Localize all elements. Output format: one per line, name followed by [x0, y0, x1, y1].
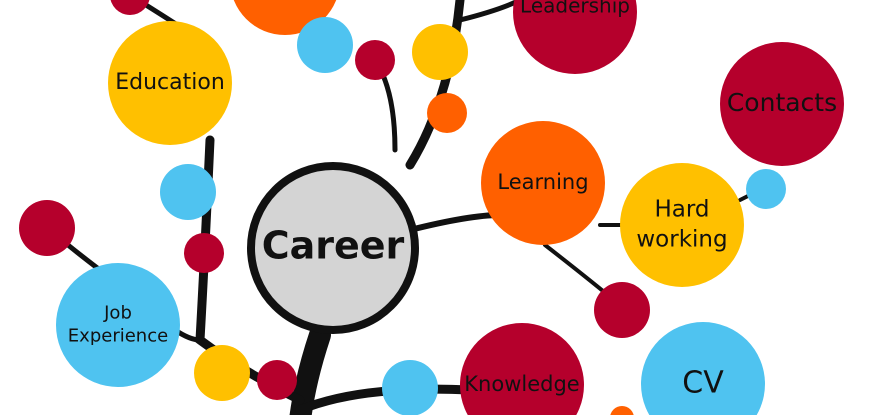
dot: [110, 0, 150, 15]
node-circle: [620, 163, 744, 287]
dot: [355, 40, 395, 80]
node-label: Hard: [654, 197, 709, 223]
node-label: working: [636, 226, 727, 252]
node-label: Contacts: [727, 88, 837, 117]
node-label: Knowledge: [464, 372, 579, 396]
dot: [412, 24, 468, 80]
node-circle: [460, 323, 584, 415]
node-label: Job: [103, 302, 132, 323]
node-label: Career: [262, 224, 405, 268]
nodes: Career Education Leadership Contacts Learnin…: [56, 0, 844, 415]
node-circle: [108, 21, 232, 145]
node-circle: [720, 42, 844, 166]
node-circle: [56, 263, 180, 387]
branch: [295, 384, 475, 415]
branch: [405, 0, 465, 170]
small-circles: [19, 0, 786, 415]
dot: [594, 282, 650, 338]
dot: [160, 164, 216, 220]
dot: [19, 200, 75, 256]
dot: [610, 406, 634, 415]
dot: [257, 360, 297, 400]
dot: [746, 169, 786, 209]
node-label: Education: [115, 70, 225, 95]
node-circle: [641, 322, 765, 415]
branch: [407, 212, 503, 233]
node-label: CV: [682, 366, 724, 401]
dot: [184, 233, 224, 273]
node-circle: [247, 162, 419, 334]
node-label: Experience: [68, 326, 168, 347]
branch: [457, 0, 523, 23]
node-label: Learning: [497, 170, 588, 194]
dot: [382, 360, 438, 415]
node-circle: [513, 0, 637, 74]
dot: [427, 93, 467, 133]
node-label: Leadership: [520, 0, 630, 18]
node-circle: [481, 121, 605, 245]
dot: [194, 345, 250, 401]
dot: [297, 17, 353, 73]
